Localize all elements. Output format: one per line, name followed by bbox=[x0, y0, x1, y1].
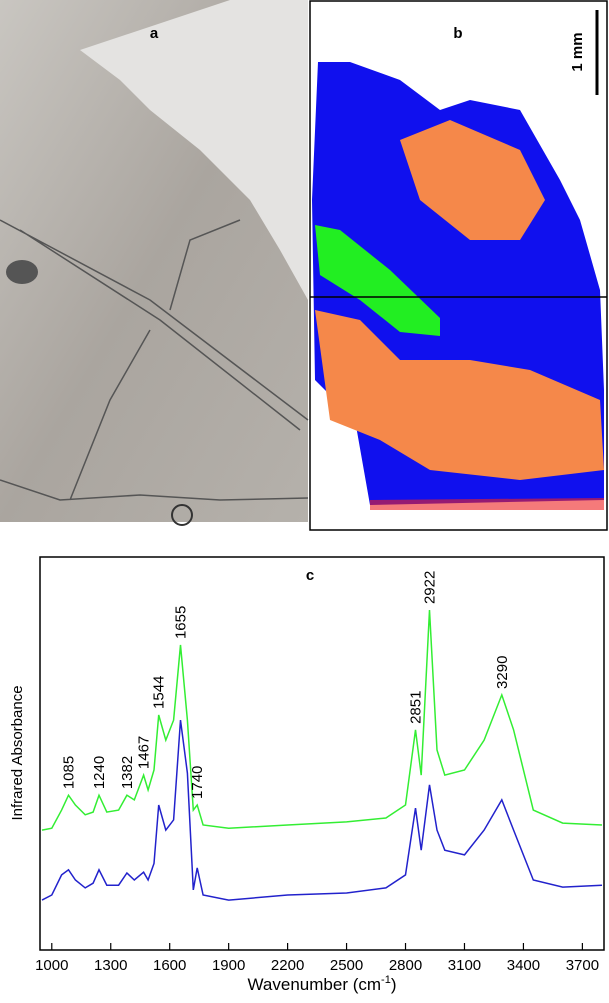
peak-label: 1467 bbox=[136, 736, 153, 769]
panel-label: b bbox=[453, 25, 462, 42]
peak-label: 3290 bbox=[494, 656, 511, 689]
panel-b: 1 mm b bbox=[309, 0, 608, 531]
peak-label: 1085 bbox=[60, 756, 77, 789]
panel-a: a bbox=[0, 0, 309, 526]
peak-label: 1544 bbox=[151, 676, 168, 709]
x-tick-label: 2800 bbox=[389, 957, 422, 974]
chart-title: c bbox=[306, 567, 314, 584]
panel-label: a bbox=[150, 25, 159, 42]
tissue-edges bbox=[0, 219, 309, 501]
x-tick-label: 2200 bbox=[271, 957, 304, 974]
peak-label: 1382 bbox=[119, 756, 136, 789]
spectrum-line bbox=[41, 610, 603, 831]
spectrum-line bbox=[41, 720, 603, 901]
x-axis-label-sup: -1 bbox=[381, 974, 391, 986]
peak-label: 1740 bbox=[189, 766, 206, 799]
peak-label: 2851 bbox=[408, 691, 425, 724]
x-tick-label: 1000 bbox=[35, 957, 68, 974]
x-tick-label: 2500 bbox=[330, 957, 363, 974]
map-red bbox=[370, 498, 604, 510]
panel-c: c Infrared Absorbance Wavenumber (cm-1) … bbox=[9, 556, 605, 994]
inclusion bbox=[6, 260, 38, 284]
x-axis-label: Wavenumber (cm-1) bbox=[248, 974, 397, 994]
peak-label: 2922 bbox=[421, 571, 438, 604]
x-tick-label: 3400 bbox=[507, 957, 540, 974]
x-axis-label: Wavenumber (cm bbox=[248, 975, 382, 994]
map-green bbox=[315, 225, 440, 336]
bubble bbox=[171, 504, 193, 526]
map-orange bbox=[400, 120, 545, 240]
peak-label: 1240 bbox=[91, 756, 108, 789]
background-area bbox=[80, 0, 308, 300]
x-tick-label: 3700 bbox=[566, 957, 599, 974]
x-axis-label-end: ) bbox=[391, 975, 397, 994]
peak-label: 1655 bbox=[173, 606, 190, 639]
x-tick-label: 1600 bbox=[153, 957, 186, 974]
x-tick-label: 1900 bbox=[212, 957, 245, 974]
y-axis-label: Infrared Absorbance bbox=[9, 685, 26, 820]
map-orange bbox=[315, 310, 604, 480]
x-tick-label: 1300 bbox=[94, 957, 127, 974]
x-tick-label: 3100 bbox=[448, 957, 481, 974]
plot-frame bbox=[39, 556, 605, 951]
scale-label: 1 mm bbox=[569, 32, 586, 71]
